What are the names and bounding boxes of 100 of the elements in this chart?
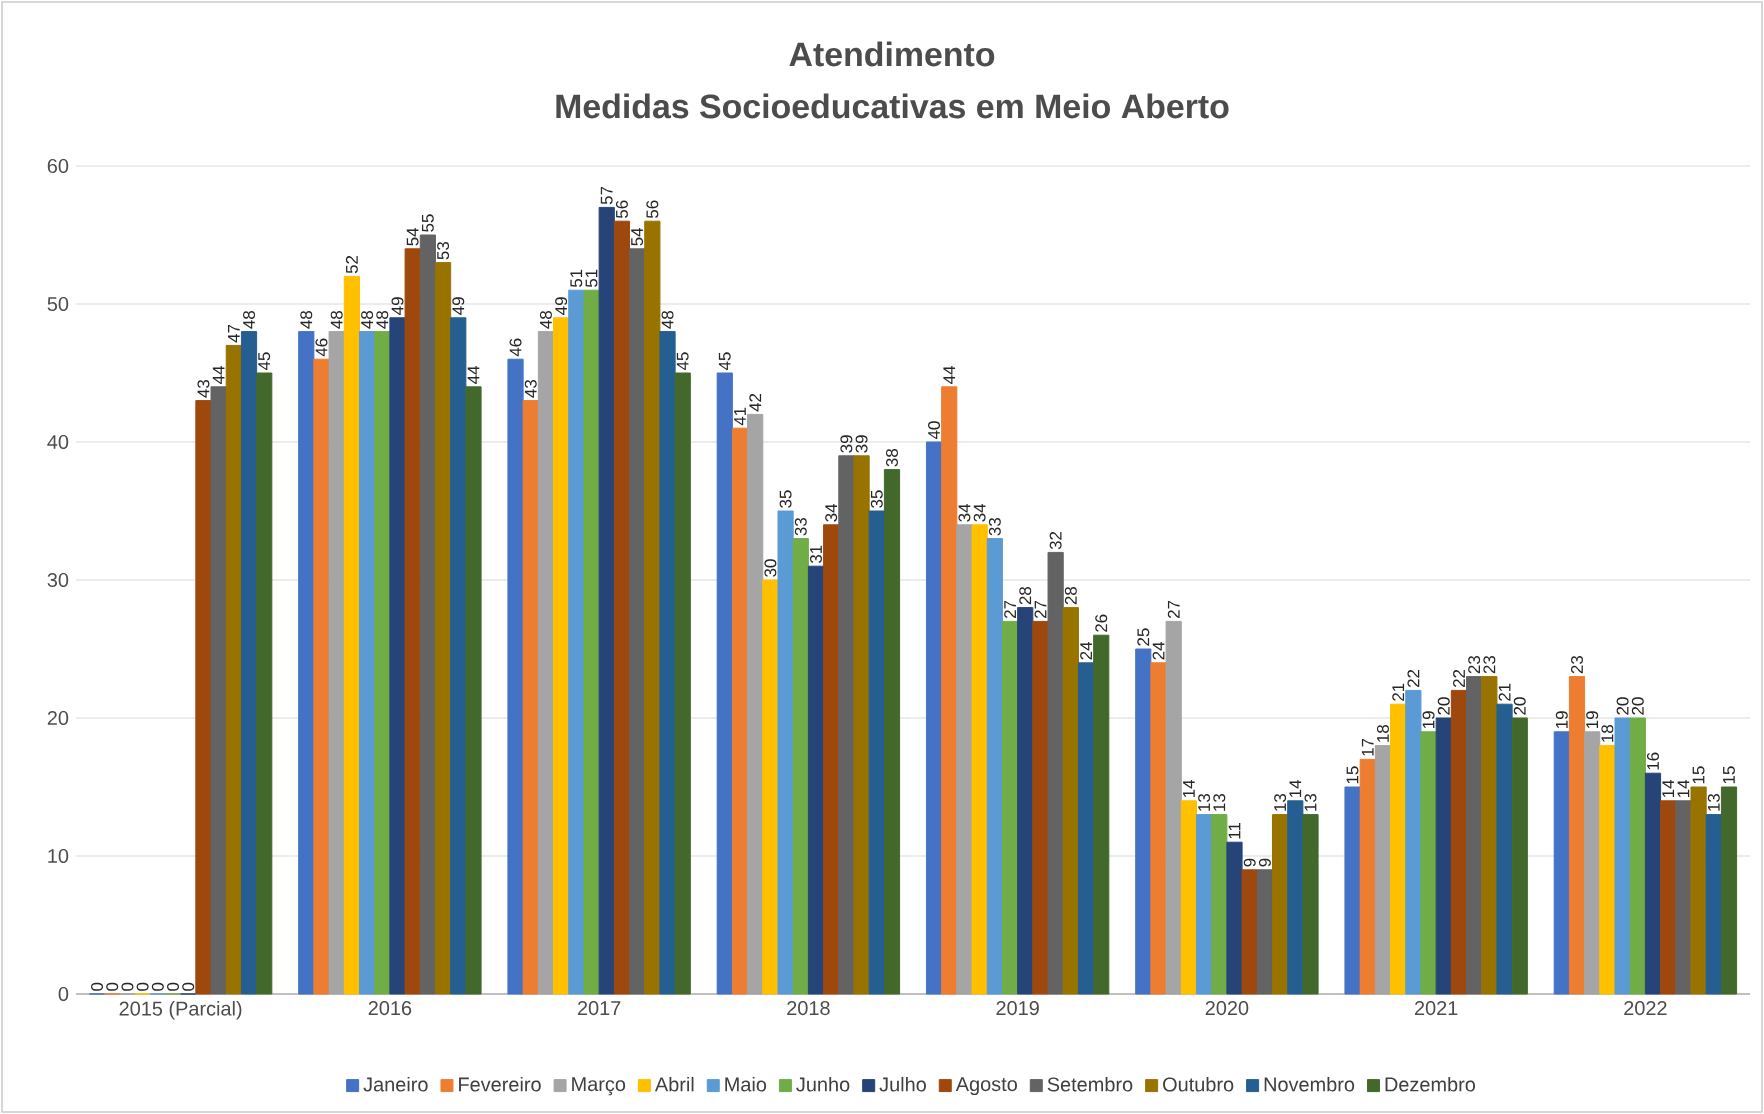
data-label: 51 [585, 269, 598, 288]
bar [1720, 786, 1738, 995]
data-label: 48 [330, 310, 343, 329]
bar [971, 524, 988, 995]
data-label: 48 [361, 310, 374, 329]
bar [853, 455, 870, 995]
bar [1466, 676, 1483, 995]
y-tick-label: 0 [58, 986, 69, 1002]
data-label: 41 [734, 407, 746, 426]
bar [1195, 814, 1213, 995]
legend-label: Novembro [1264, 1076, 1355, 1092]
bar [1344, 786, 1361, 995]
bar [1584, 731, 1601, 995]
bar [195, 400, 212, 995]
bar [1374, 745, 1392, 995]
legend-label: Março [572, 1077, 626, 1096]
y-tick-label: 30 [47, 572, 69, 588]
data-label: 0 [121, 982, 134, 991]
legend-label: Setembro [1047, 1076, 1133, 1092]
data-label: 14 [1183, 779, 1195, 798]
bar [1705, 814, 1722, 995]
data-label: 39 [840, 435, 853, 453]
bar [343, 275, 360, 995]
bar [659, 331, 676, 995]
bar [1629, 717, 1646, 995]
x-tick-label: 2021 [1414, 1001, 1458, 1016]
bar [838, 455, 855, 995]
bar [1017, 607, 1034, 995]
data-label: 45 [676, 352, 689, 371]
bar [1226, 841, 1243, 995]
bar [1165, 620, 1182, 995]
legend-label: Fevereiro [459, 1076, 541, 1092]
data-label: 55 [421, 214, 434, 232]
x-tick-label: 2020 [1205, 1001, 1249, 1016]
bar [1599, 745, 1616, 995]
data-label: 17 [1361, 738, 1374, 756]
data-label: 49 [391, 297, 404, 315]
bar [598, 206, 615, 995]
bar [1001, 620, 1019, 995]
bar [1287, 800, 1304, 995]
data-label: 0 [106, 982, 119, 991]
data-label: 0 [136, 982, 149, 991]
data-label: 0 [151, 982, 164, 991]
bar [1675, 800, 1692, 995]
data-label: 52 [345, 255, 358, 274]
data-label: 33 [988, 517, 1001, 536]
bar [313, 358, 330, 995]
data-label: 27 [1167, 600, 1180, 619]
data-label: 13 [1707, 794, 1720, 811]
data-label: 28 [1019, 586, 1032, 605]
legend-label: Maio [725, 1076, 767, 1092]
legend-label: Dezembro [1385, 1076, 1476, 1092]
bar [1644, 772, 1662, 995]
data-label: 9 [1243, 858, 1256, 867]
data-label: 20 [1616, 697, 1629, 715]
bar [328, 331, 345, 995]
data-label: 26 [1095, 614, 1108, 632]
bar [1614, 717, 1631, 995]
data-label: 48 [539, 310, 552, 329]
bar [537, 331, 555, 995]
y-tick-label: 10 [48, 848, 69, 864]
bar [1241, 869, 1258, 995]
data-label: 43 [197, 379, 210, 398]
bar [1077, 662, 1095, 995]
bar [583, 289, 600, 995]
bar [553, 317, 570, 995]
data-label: 22 [1453, 669, 1465, 688]
x-tick-label: 2019 [996, 1001, 1039, 1016]
data-label: 35 [870, 490, 883, 508]
data-label: 20 [1513, 697, 1526, 715]
data-label: 42 [749, 393, 762, 412]
bar [1420, 731, 1437, 995]
bar [1211, 814, 1228, 995]
bar [522, 400, 539, 995]
data-label: 32 [1049, 531, 1062, 550]
data-label: 28 [1064, 586, 1077, 605]
y-tick-label: 60 [47, 158, 69, 174]
bar [240, 331, 258, 995]
data-label: 30 [764, 559, 777, 577]
bar [450, 317, 467, 995]
data-label: 44 [212, 365, 225, 384]
data-label: 16 [1647, 752, 1659, 770]
data-label: 48 [243, 310, 256, 329]
data-label: 54 [406, 227, 419, 246]
data-label: 48 [376, 310, 389, 329]
legend-label: Outubro [1163, 1076, 1234, 1092]
legend-label: Janeiro [363, 1076, 428, 1092]
bar [674, 372, 691, 995]
x-tick-label: 2017 [577, 1001, 621, 1016]
data-label: 13 [1304, 794, 1317, 811]
data-label: 9 [1258, 858, 1271, 867]
data-label: 14 [1289, 779, 1302, 798]
bar [716, 372, 733, 995]
data-label: 34 [825, 503, 838, 522]
bar [374, 331, 391, 995]
data-label: 19 [1586, 711, 1599, 729]
bar [225, 344, 242, 995]
data-label: 20 [1437, 697, 1450, 715]
bar [1481, 676, 1498, 995]
bar [1568, 676, 1586, 995]
